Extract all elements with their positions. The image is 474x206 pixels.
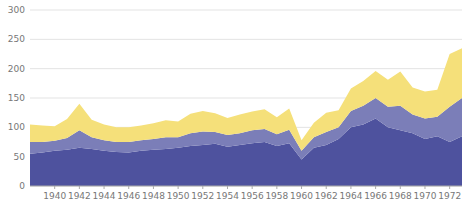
x-tick-label: 1968 <box>389 191 412 201</box>
x-tick-label: 1942 <box>68 191 91 201</box>
y-tick-label: 100 <box>8 122 25 132</box>
y-tick-label: 250 <box>8 34 25 44</box>
x-tick <box>54 186 55 189</box>
grid-line <box>30 68 462 69</box>
x-tick <box>350 186 351 189</box>
x-tick <box>449 186 450 189</box>
x-tick <box>104 186 105 189</box>
y-tick-label: 50 <box>14 152 26 162</box>
x-tick <box>153 186 154 189</box>
x-tick-label: 1952 <box>191 191 214 201</box>
x-tick-label: 1972 <box>438 191 461 201</box>
y-tick-label: 300 <box>8 5 25 15</box>
x-tick <box>424 186 425 189</box>
grid-line <box>30 39 462 40</box>
x-tick-label: 1940 <box>43 191 66 201</box>
grid-line <box>30 186 462 187</box>
y-tick-labels: 0 50 100 150 200 250 300 <box>8 5 25 191</box>
x-tick-label: 1946 <box>117 191 140 201</box>
x-tick-label: 1966 <box>364 191 387 201</box>
x-tick <box>326 186 327 189</box>
x-tick-label: 1956 <box>241 191 264 201</box>
x-tick-label: 1950 <box>167 191 190 201</box>
area-layer <box>30 48 462 151</box>
x-tick <box>400 186 401 189</box>
x-tick <box>375 186 376 189</box>
x-tick-label: 1970 <box>414 191 437 201</box>
y-grid <box>30 10 462 186</box>
chart: 0501001502002503001940194219441946194819… <box>0 0 474 206</box>
x-tick <box>202 186 203 189</box>
x-axis-line <box>30 186 462 187</box>
x-tick-label: 1954 <box>216 191 239 201</box>
x-tick-label: 1962 <box>315 191 338 201</box>
x-tick <box>128 186 129 189</box>
y-tick-label: 200 <box>8 64 25 74</box>
x-ticks: 1940194219441946194819501952195419561958… <box>43 186 461 201</box>
x-tick-label: 1948 <box>142 191 165 201</box>
grid-line <box>30 10 462 11</box>
y-tick-label: 150 <box>8 93 25 103</box>
x-tick <box>178 186 179 189</box>
x-tick <box>301 186 302 189</box>
x-tick-label: 1960 <box>290 191 313 201</box>
areas <box>30 48 462 186</box>
x-tick <box>276 186 277 189</box>
x-tick <box>252 186 253 189</box>
y-tick-label: 0 <box>19 181 25 191</box>
x-tick-label: 1964 <box>339 191 362 201</box>
x-tick-label: 1958 <box>265 191 288 201</box>
x-tick <box>79 186 80 189</box>
x-tick <box>227 186 228 189</box>
x-tick-label: 1944 <box>93 191 116 201</box>
